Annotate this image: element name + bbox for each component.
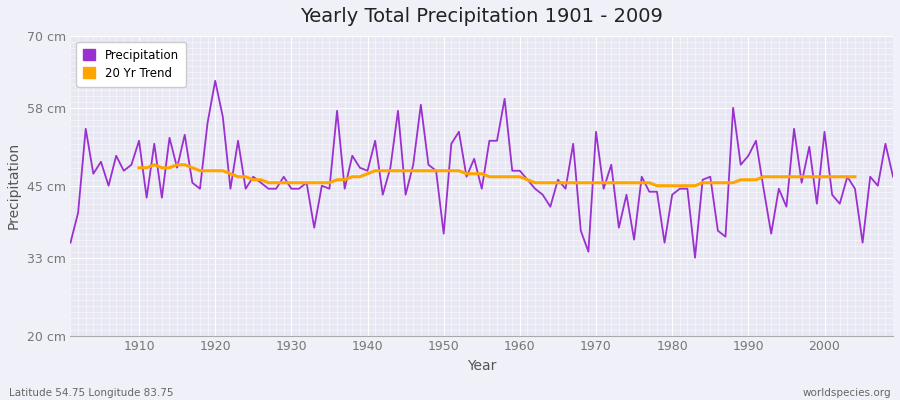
Legend: Precipitation, 20 Yr Trend: Precipitation, 20 Yr Trend (76, 42, 186, 87)
Precipitation (515, 168, 526, 173)
20 Yr Trend (133, 165, 144, 170)
Precipitation (689, 255, 700, 260)
Text: worldspecies.org: worldspecies.org (803, 388, 891, 398)
Precipitation (210, 78, 220, 83)
Precipitation (126, 162, 137, 167)
Precipitation (887, 174, 898, 179)
20 Yr Trend (850, 174, 860, 179)
Precipitation (522, 177, 533, 182)
20 Yr Trend (629, 180, 640, 185)
20 Yr Trend (652, 183, 662, 188)
20 Yr Trend (644, 180, 654, 185)
Precipitation (65, 240, 76, 245)
20 Yr Trend (148, 162, 159, 167)
Line: 20 Yr Trend: 20 Yr Trend (139, 165, 855, 186)
Line: Precipitation: Precipitation (70, 81, 893, 258)
20 Yr Trend (674, 183, 685, 188)
Precipitation (302, 180, 312, 185)
X-axis label: Year: Year (467, 359, 497, 373)
20 Yr Trend (271, 180, 282, 185)
Title: Yearly Total Precipitation 1901 - 2009: Yearly Total Precipitation 1901 - 2009 (301, 7, 663, 26)
20 Yr Trend (172, 162, 183, 167)
Precipitation (346, 153, 357, 158)
20 Yr Trend (682, 183, 693, 188)
Text: Latitude 54.75 Longitude 83.75: Latitude 54.75 Longitude 83.75 (9, 388, 174, 398)
Y-axis label: Precipitation: Precipitation (7, 142, 21, 229)
Precipitation (614, 225, 625, 230)
